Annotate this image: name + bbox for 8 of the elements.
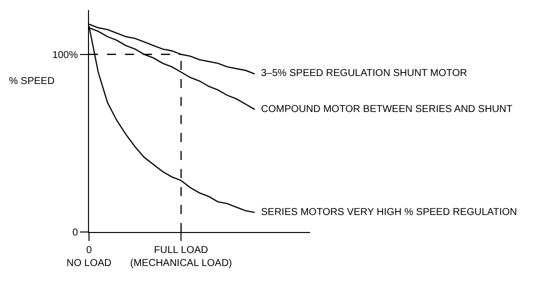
series-label: COMPOUND MOTOR BETWEEN SERIES AND SHUNT bbox=[261, 104, 513, 115]
y-axis-title: % SPEED bbox=[9, 76, 55, 87]
series-label: 3–5% SPEED REGULATION SHUNT MOTOR bbox=[261, 68, 468, 79]
y-tick-label: 0 bbox=[72, 228, 78, 238]
x-tick-label: 0 NO LOAD bbox=[66, 245, 112, 270]
series-label: SERIES MOTORS VERY HIGH % SPEED REGULATION bbox=[261, 207, 517, 218]
y-tick-label: 100% bbox=[52, 50, 78, 61]
x-tick-label: FULL LOAD (MECHANICAL LOAD) bbox=[130, 245, 232, 270]
